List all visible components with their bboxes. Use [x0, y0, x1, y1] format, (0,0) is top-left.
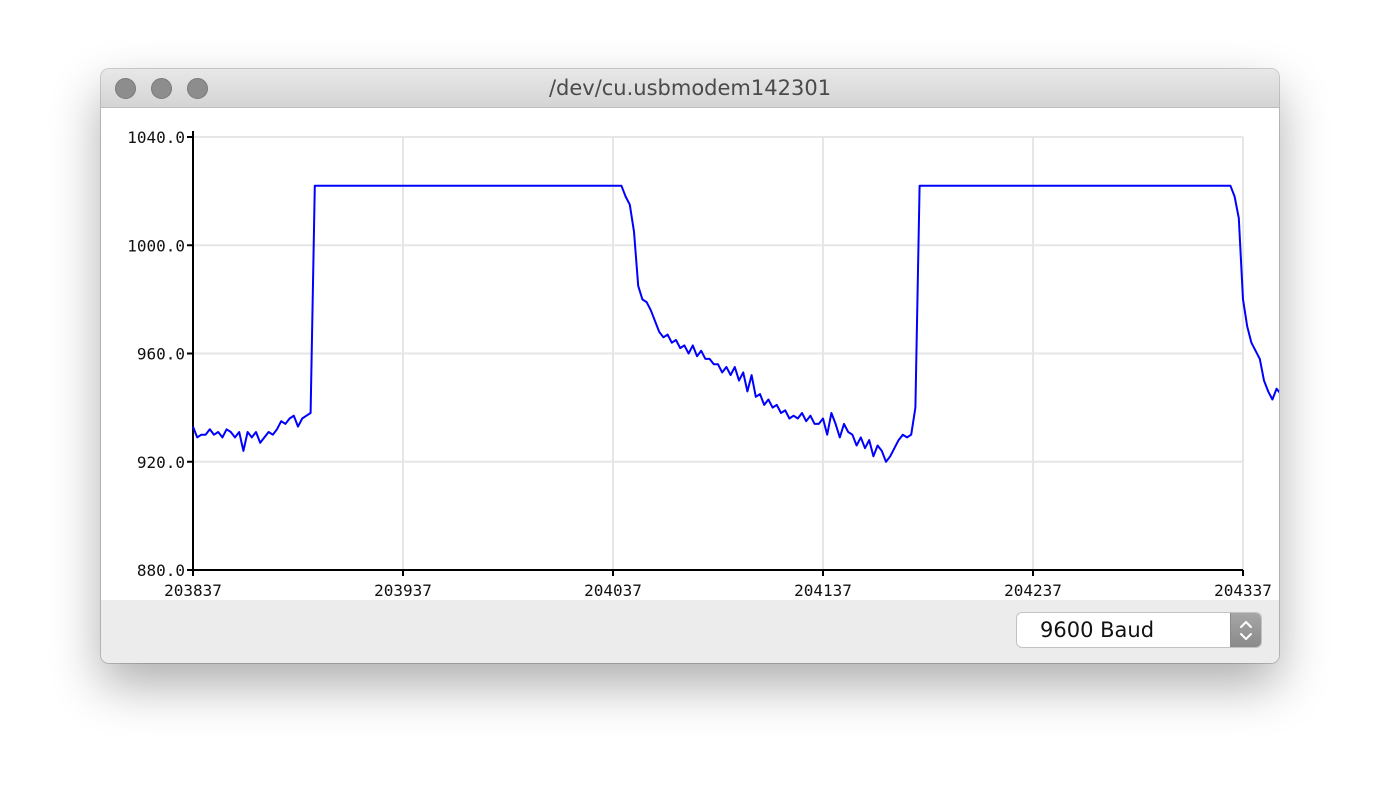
y-tick-label: 960.0: [137, 345, 185, 364]
x-tick-label: 204037: [584, 581, 642, 600]
window-title: /dev/cu.usbmodem142301: [548, 76, 832, 100]
chart-axes: [187, 131, 1244, 576]
x-tick-label: 204137: [794, 581, 852, 600]
x-tick-label: 204337: [1214, 581, 1272, 600]
baud-rate-value: 9600 Baud: [1040, 618, 1155, 642]
baud-stepper-button[interactable]: [1230, 613, 1261, 647]
series-line-a0: [192, 184, 1279, 463]
chart-grid: [193, 136, 1244, 570]
baud-rate-select[interactable]: 9600 Baud: [1016, 612, 1262, 648]
y-tick-label: 1000.0: [127, 236, 185, 255]
minimize-window-button[interactable]: [151, 78, 172, 99]
title-bar[interactable]: /dev/cu.usbmodem142301: [101, 69, 1279, 108]
y-tick-label: 920.0: [137, 453, 185, 472]
close-window-button[interactable]: [115, 78, 136, 99]
x-tick-label: 203937: [374, 581, 432, 600]
bottom-toolbar: 9600 Baud: [101, 600, 1279, 663]
y-tick-label: 880.0: [137, 561, 185, 580]
serial-plotter-window: /dev/cu.usbmodem142301 1040.0 1000.0 960.0…: [101, 69, 1279, 663]
x-tick-label: 204237: [1004, 581, 1062, 600]
x-tick-label: 203837: [164, 581, 222, 600]
y-tick-label: 1040.0: [127, 128, 185, 147]
zoom-window-button[interactable]: [187, 78, 208, 99]
up-down-chevron-icon: [1240, 621, 1252, 640]
chart-series-group: [192, 184, 1279, 463]
plot-area: 1040.0 1000.0 960.0 920.0 880.0 203837 203937 2…: [101, 108, 1279, 600]
